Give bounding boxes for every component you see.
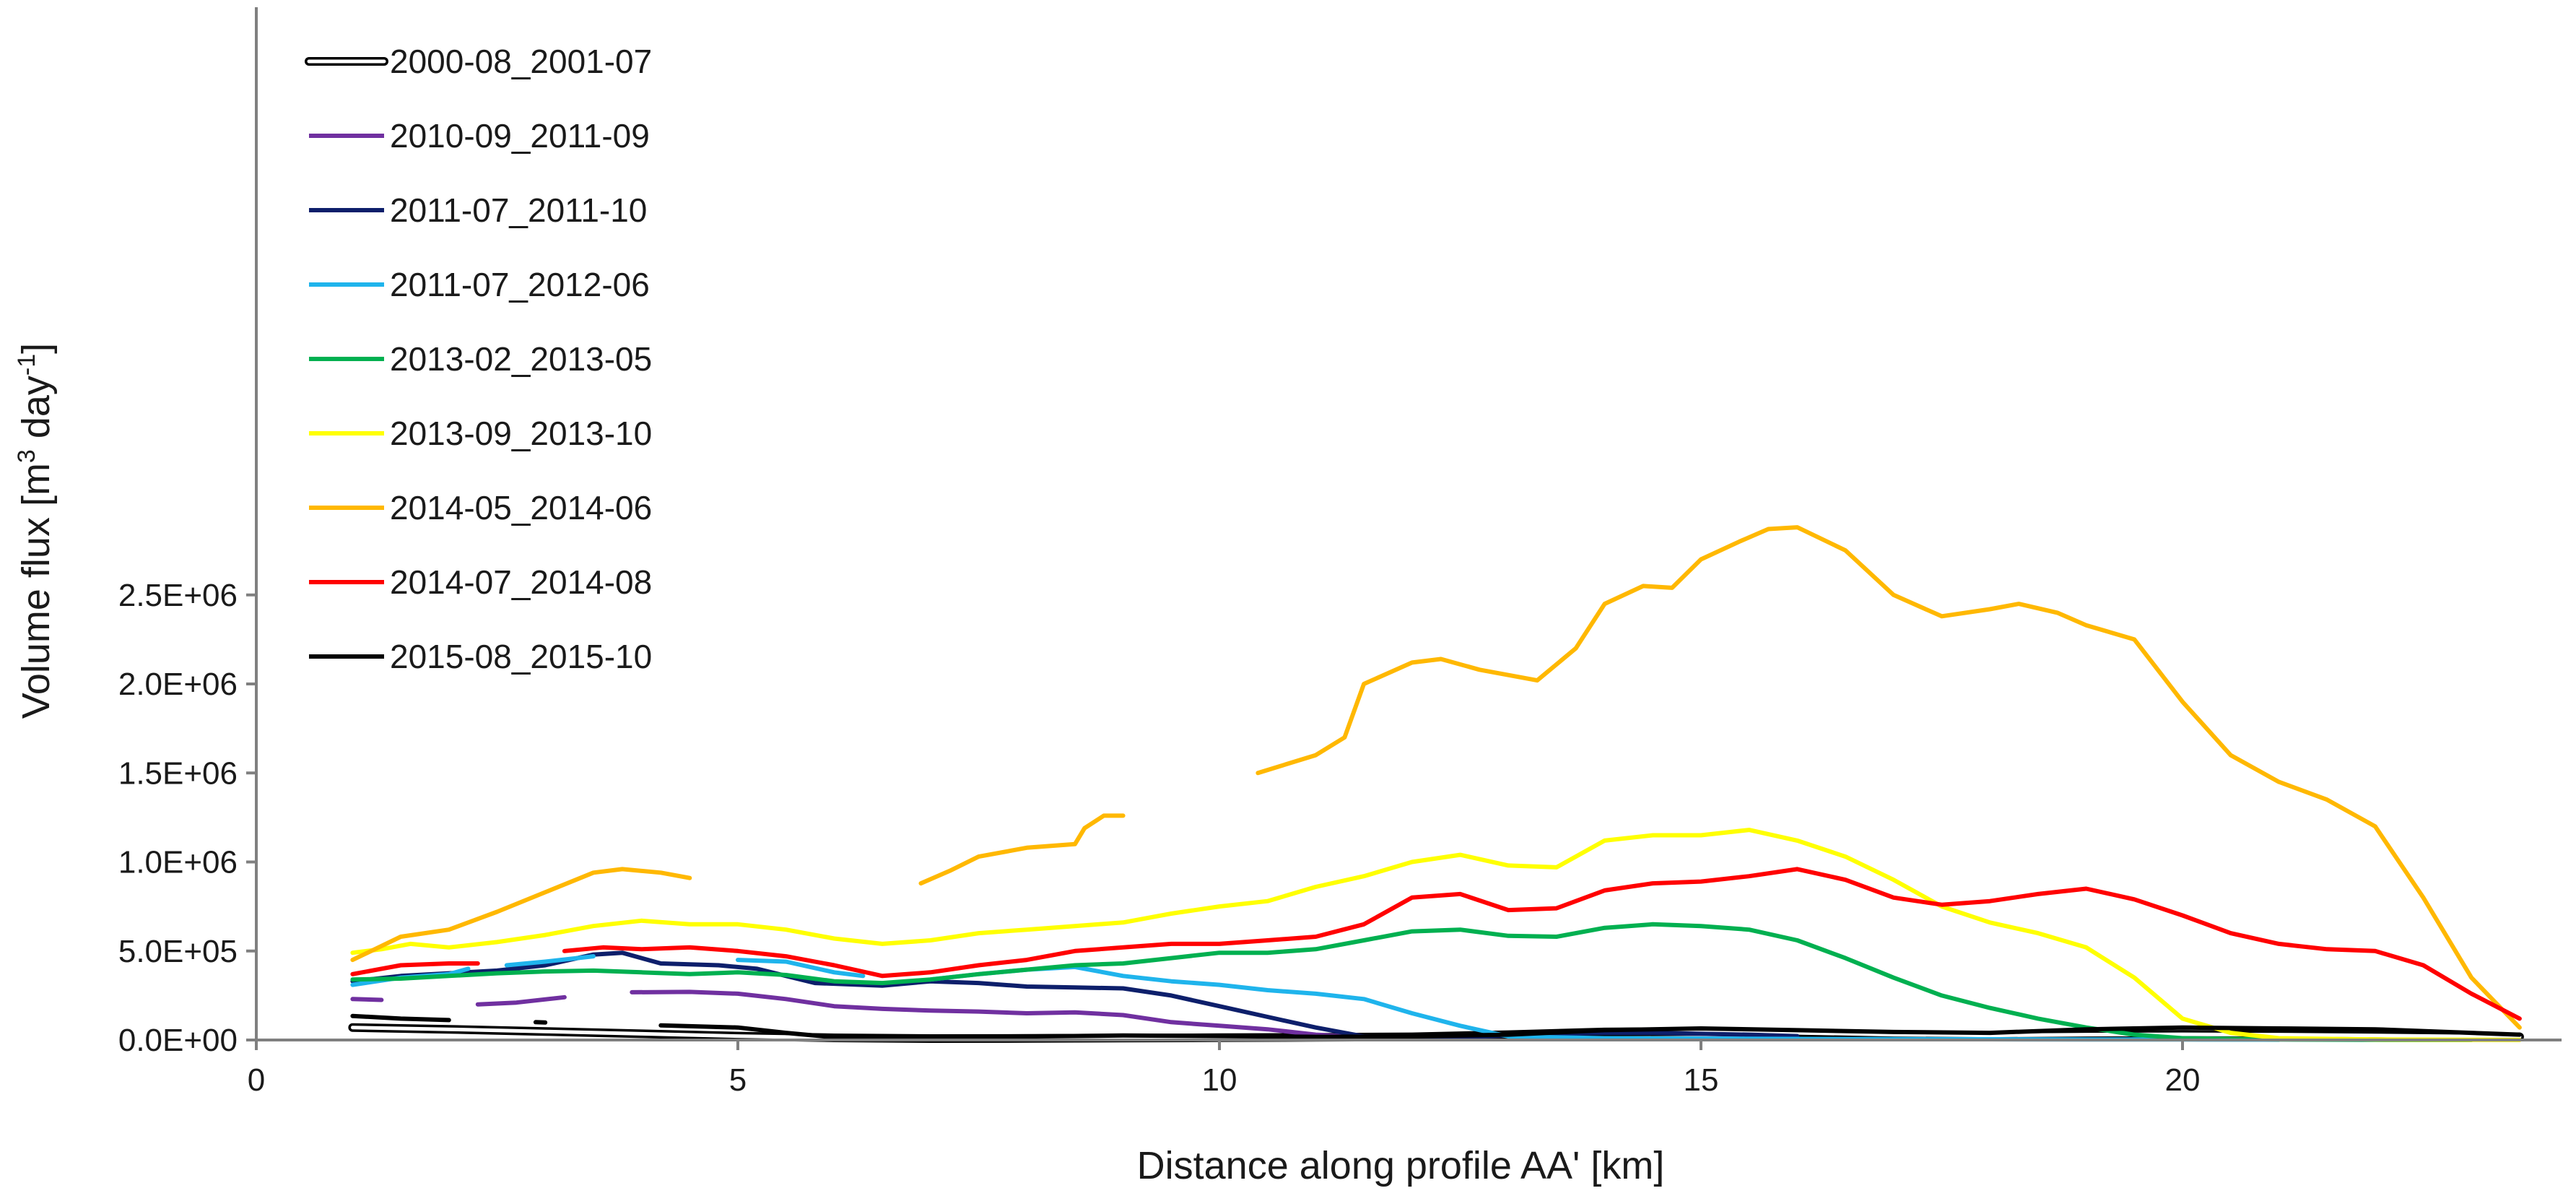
legend-entry-2013-09-2013-10: 2013-09_2013-10	[309, 415, 652, 452]
series-line-2010-09-2011-09-1	[475, 994, 567, 1007]
legend: 2000-08_2001-07 2010-09_2011-09 2011-07_20…	[305, 43, 652, 675]
series-line-2010-09-2011-09-0	[350, 997, 384, 1002]
x-tick-label-20: 20	[2165, 1062, 2201, 1098]
series-line-2014-05-2014-06-1	[918, 813, 1126, 886]
y-tick-label-1.5E+06: 1.5E+06	[118, 755, 238, 791]
legend-entry-2015-08-2015-10: 2015-08_2015-10	[309, 638, 652, 675]
legend-label-2013-09-2013-10: 2013-09_2013-10	[390, 415, 652, 452]
legend-label-2010-09-2011-09: 2010-09_2011-09	[390, 117, 650, 155]
x-tick-label-15: 15	[1684, 1062, 1719, 1098]
legend-label-2011-07-2011-10: 2011-07_2011-10	[390, 191, 647, 229]
series-2013-09-2013-10	[350, 828, 2522, 1042]
series-2015-08-2015-10	[350, 1013, 2522, 1040]
series-2014-07-2014-08	[350, 867, 2522, 1021]
legend-entry-2013-02-2013-05: 2013-02_2013-05	[309, 340, 652, 378]
legend-entry-2011-07-2011-10: 2011-07_2011-10	[309, 191, 647, 229]
x-tick-label-5: 5	[729, 1062, 747, 1098]
legend-label-2014-07-2014-08: 2014-07_2014-08	[390, 563, 652, 601]
series-line-2011-07-2012-06-2	[736, 958, 866, 979]
series-line-2014-07-2014-08-0	[350, 961, 480, 976]
series-line-2013-09-2013-10-0	[350, 828, 2522, 1042]
series-line-2014-05-2014-06-0	[350, 867, 692, 963]
y-tick-label-0.0E+00: 0.0E+00	[118, 1023, 238, 1058]
legend-entry-2000-08-2001-07: 2000-08_2001-07	[305, 43, 652, 80]
series-line-2014-07-2014-08-1	[562, 867, 2522, 1021]
series-2010-09-2011-09	[350, 989, 1414, 1041]
series-line-2015-08-2015-10-0	[350, 1013, 451, 1023]
series-line-2015-08-2015-10-1	[533, 1020, 548, 1025]
x-axis-title: Distance along profile AA' [km]	[1137, 1144, 1665, 1187]
y-axis-title-middle: day	[14, 376, 58, 449]
series-line-2011-07-2012-06-1	[504, 954, 596, 968]
legend-label-2013-02-2013-05: 2013-02_2013-05	[390, 340, 652, 378]
legend-entry-2010-09-2011-09: 2010-09_2011-09	[309, 117, 650, 155]
series-line-2010-09-2011-09-2	[630, 989, 1414, 1041]
y-axis-title-superscript-2: -1	[13, 354, 40, 376]
series-line-2014-05-2014-06-2	[1256, 525, 2522, 1030]
series-line-2015-08-2015-10-2	[658, 1023, 2522, 1040]
series-line-2013-02-2013-05-0	[350, 922, 2474, 1042]
legend-entry-2014-05-2014-06: 2014-05_2014-06	[309, 489, 652, 526]
legend-entry-2011-07-2012-06: 2011-07_2012-06	[309, 266, 650, 303]
y-tick-label-2.5E+06: 2.5E+06	[118, 578, 238, 613]
legend-label-2011-07-2012-06: 2011-07_2012-06	[390, 266, 650, 303]
x-tick-label-0: 0	[248, 1062, 265, 1098]
x-tick-label-10: 10	[1202, 1062, 1237, 1098]
legend-label-2014-05-2014-06: 2014-05_2014-06	[390, 489, 652, 526]
y-axis-title: Volume flux [m3 day-1]	[13, 343, 58, 719]
y-axis-title-superscript-1: 3	[13, 449, 40, 463]
legend-entry-2014-07-2014-08: 2014-07_2014-08	[309, 563, 652, 601]
series-2014-05-2014-06	[350, 525, 2522, 1030]
series-2013-02-2013-05	[350, 922, 2474, 1042]
legend-label-2000-08-2001-07: 2000-08_2001-07	[390, 43, 652, 80]
legend-label-2015-08-2015-10: 2015-08_2015-10	[390, 638, 652, 675]
ticks-layer: 0 5 10 15 20 0.0E+00 5.0E+05 1.0E+06 1.5E+06 2.0E…	[118, 578, 2201, 1098]
y-tick-label-2.0E+06: 2.0E+06	[118, 667, 238, 702]
y-axis-title-main: Volume flux [m	[14, 463, 58, 719]
axes-layer	[255, 7, 2562, 1041]
y-tick-label-5.0E+05: 5.0E+05	[118, 934, 238, 969]
y-axis-title-end: ]	[14, 343, 58, 354]
y-tick-label-1.0E+06: 1.0E+06	[118, 845, 238, 880]
